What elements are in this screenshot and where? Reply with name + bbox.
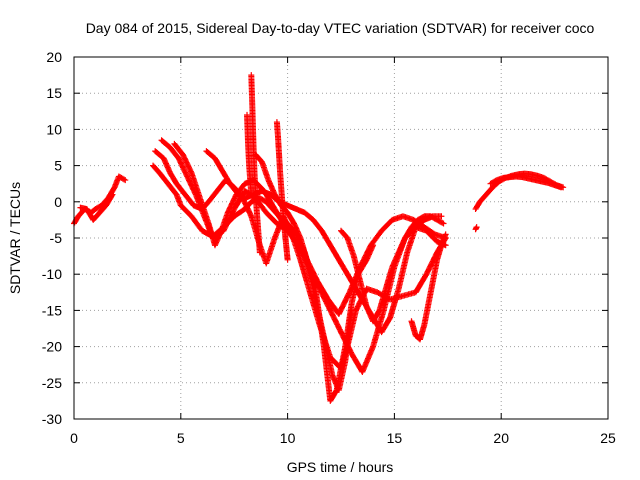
x-axis-label: GPS time / hours: [287, 459, 394, 475]
y-tick-label: 15: [46, 85, 62, 101]
y-tick-label: 20: [46, 49, 62, 65]
y-tick-label: -20: [42, 339, 62, 355]
y-tick-label: 10: [46, 121, 62, 137]
x-tick-label: 15: [387, 430, 403, 446]
y-tick-label: 5: [54, 158, 62, 174]
data-series-track: [77, 191, 116, 223]
data-series-track: [338, 213, 447, 325]
y-tick-label: -5: [50, 230, 63, 246]
y-tick-label: -10: [42, 266, 62, 282]
y-tick-label: -30: [42, 411, 62, 427]
axis-ticks: 0 5 10 15 20 25 -30 -25 -20 -15 -10 -5 0 5 10 15 20: [42, 49, 616, 446]
y-axis-label: SDTVAR / TECUs: [7, 182, 23, 294]
y-tick-label: 0: [54, 194, 62, 210]
chart-title: Day 084 of 2015, Sidereal Day-to-day VTE…: [86, 20, 595, 36]
x-tick-label: 10: [280, 430, 296, 446]
x-tick-label: 0: [70, 430, 78, 446]
data-series-track: [472, 224, 480, 233]
data-series-track: [252, 151, 355, 394]
data-points: [71, 72, 567, 404]
data-series-track: [248, 72, 263, 256]
data-series-track: [273, 119, 291, 263]
x-tick-label: 25: [600, 430, 616, 446]
x-tick-label: 5: [177, 430, 185, 446]
data-series-track: [244, 111, 255, 198]
y-tick-label: -25: [42, 375, 62, 391]
data-series-track: [487, 173, 565, 191]
data-series-track: [203, 148, 445, 336]
y-tick-label: -15: [42, 302, 62, 318]
data-series-track: [71, 173, 129, 227]
x-tick-label: 20: [493, 430, 509, 446]
data-series-track: [408, 231, 449, 343]
